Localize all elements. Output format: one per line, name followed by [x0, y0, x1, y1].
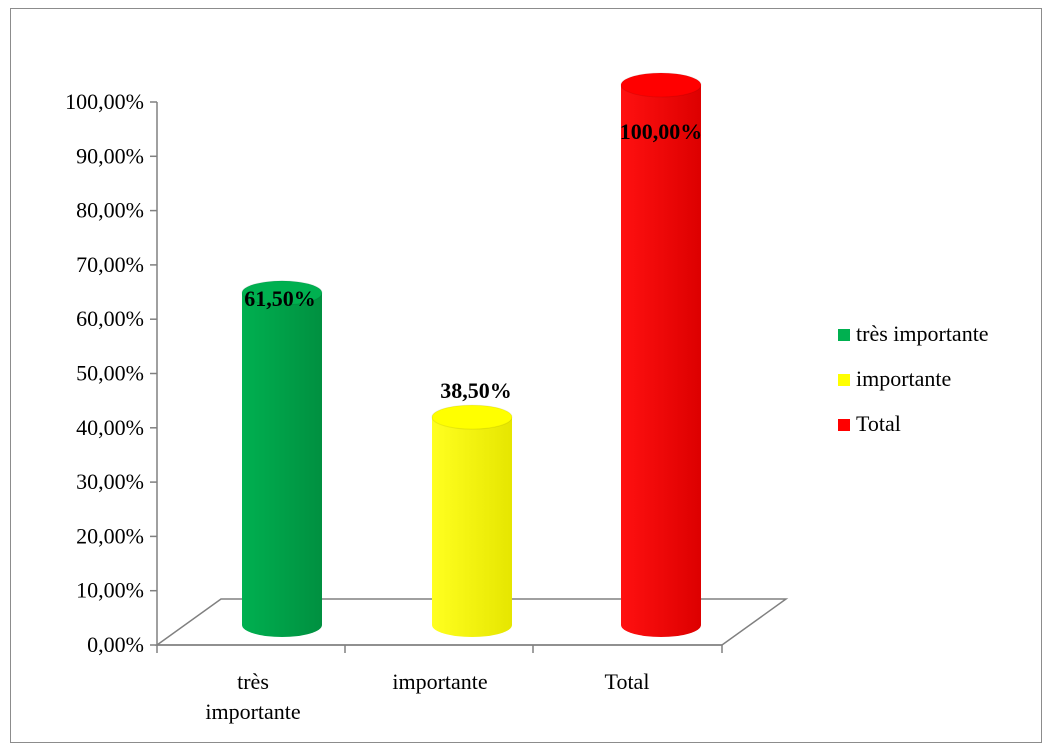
- bar-body: [242, 292, 322, 637]
- data-label: 61,50%: [244, 286, 316, 311]
- legend-label: Total: [856, 411, 901, 436]
- x-category-label: très: [237, 669, 269, 694]
- bar-total: [620, 72, 702, 637]
- y-tick-label: 100,00%: [65, 89, 144, 114]
- y-tick-label: 60,00%: [76, 306, 144, 331]
- bar-tres-importante: [241, 280, 323, 637]
- y-tick-label: 40,00%: [76, 415, 144, 440]
- data-label: 38,50%: [440, 378, 512, 403]
- legend-swatch: [838, 374, 850, 386]
- bar-body: [432, 417, 512, 637]
- legend-label: très importante: [856, 321, 989, 346]
- y-tick-label: 50,00%: [76, 361, 144, 386]
- legend-swatch: [838, 419, 850, 431]
- bar-top: [241, 280, 323, 306]
- y-tick-label: 10,00%: [76, 578, 144, 603]
- x-category-label: importante: [392, 669, 487, 694]
- y-tick-label: 30,00%: [76, 469, 144, 494]
- y-tick-label: 20,00%: [76, 523, 144, 548]
- data-label: 100,00%: [620, 119, 703, 144]
- chart-frame: [10, 8, 1042, 743]
- bar-top: [431, 404, 513, 430]
- y-tick-label: 90,00%: [76, 143, 144, 168]
- y-tick-label: 80,00%: [76, 198, 144, 223]
- x-category-label: importante: [205, 699, 300, 724]
- legend-swatch: [838, 329, 850, 341]
- legend-label: importante: [856, 366, 951, 391]
- y-tick-label: 0,00%: [87, 632, 144, 657]
- bar-importante: [431, 404, 513, 637]
- bar-top: [620, 72, 702, 98]
- y-tick-label: 70,00%: [76, 252, 144, 277]
- bar-body: [621, 85, 701, 637]
- x-category-label: Total: [605, 669, 650, 694]
